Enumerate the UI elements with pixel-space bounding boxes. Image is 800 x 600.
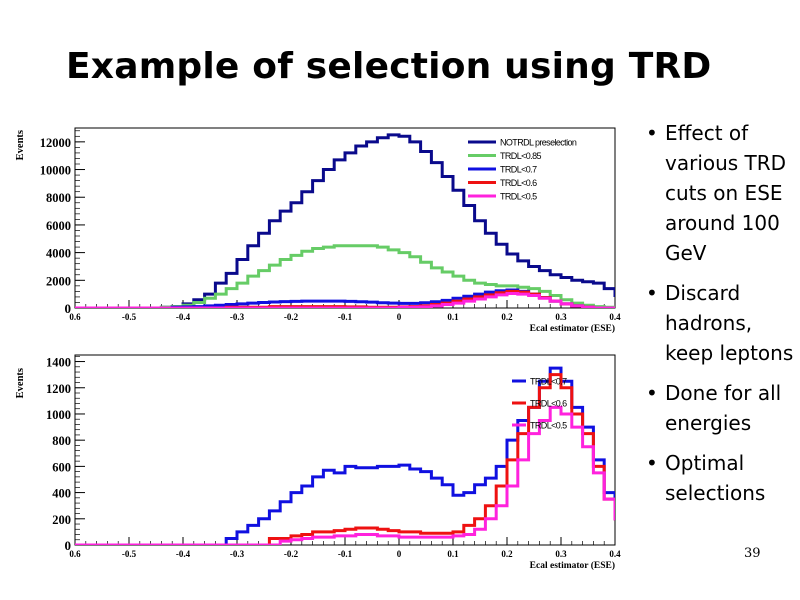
bullet-item: Done for all energies bbox=[640, 378, 796, 438]
x-tick-label: -0.3 bbox=[230, 312, 245, 322]
series-line bbox=[75, 244, 615, 308]
bullet-item: Optimal selections bbox=[640, 448, 796, 508]
y-tick-label: 400 bbox=[52, 487, 71, 501]
series-line bbox=[75, 291, 615, 308]
x-tick-label: 0.3 bbox=[555, 312, 567, 322]
y-tick-label: 0 bbox=[65, 538, 72, 553]
y-tick-label: 10000 bbox=[40, 164, 71, 178]
bullet-item: Effect of various TRD cuts on ESE around… bbox=[640, 118, 796, 268]
y-axis-label: Events bbox=[15, 130, 26, 160]
y-tick-label: 600 bbox=[52, 460, 71, 474]
y-tick-label: 12000 bbox=[40, 136, 71, 150]
x-tick-label: -0.4 bbox=[176, 312, 191, 322]
bullet-list: Effect of various TRD cuts on ESE around… bbox=[640, 118, 796, 518]
legend-label: TRDL<0.85 bbox=[500, 151, 541, 161]
x-tick-label: 0.1 bbox=[447, 312, 459, 322]
legend-label: TRDL<0.7 bbox=[500, 165, 537, 175]
x-tick-label: -0.1 bbox=[338, 312, 353, 322]
legend-label: TRDL<0.5 bbox=[500, 192, 537, 202]
legend-label: TRDL<0.6 bbox=[530, 399, 567, 409]
x-tick-label: -0.2 bbox=[284, 312, 299, 322]
x-tick-label: 0.3 bbox=[555, 549, 567, 559]
x-axis-label: Ecal estimator (ESE) bbox=[530, 323, 615, 334]
x-tick-label: -0.5 bbox=[122, 549, 137, 559]
y-tick-label: 4000 bbox=[46, 247, 71, 261]
y-tick-label: 1400 bbox=[46, 356, 71, 370]
y-tick-label: 0 bbox=[65, 301, 72, 316]
x-tick-label: 0.2 bbox=[501, 312, 513, 322]
legend-label: NOTRDL preselection bbox=[500, 138, 577, 148]
x-tick-label: -0.3 bbox=[230, 549, 245, 559]
legend-label: TRDL<0.7 bbox=[530, 377, 567, 387]
series-line bbox=[75, 373, 615, 545]
y-tick-label: 200 bbox=[52, 513, 71, 527]
legend-label: TRDL<0.5 bbox=[530, 421, 567, 431]
y-tick-label: 800 bbox=[52, 434, 71, 448]
x-tick-label: 0.4 bbox=[609, 549, 621, 559]
x-tick-label: 0.2 bbox=[501, 549, 513, 559]
y-tick-label: 2000 bbox=[46, 274, 71, 288]
y-tick-label: 6000 bbox=[46, 219, 71, 233]
y-tick-label: 1200 bbox=[46, 382, 71, 396]
series-line bbox=[75, 366, 615, 545]
x-tick-label: -0.1 bbox=[338, 549, 353, 559]
slide-title: Example of selection using TRD bbox=[66, 46, 712, 87]
x-tick-label: -0.2 bbox=[284, 549, 299, 559]
page-number: 39 bbox=[744, 546, 761, 561]
chart-bottom: 0.6 -0.5 -0.4 -0.3 -0.2 -0.1 0 0.1 0.2 0.3 0.4 0 200… bbox=[15, 354, 621, 571]
x-tick-label: 0.6 bbox=[69, 312, 81, 322]
x-tick-label: -0.4 bbox=[176, 549, 191, 559]
series-line bbox=[75, 133, 615, 308]
x-tick-label: 0.4 bbox=[609, 312, 621, 322]
chart-top: 0.6 -0.5 -0.4 -0.3 -0.2 -0.1 0 0.1 0.2 0.3 0.4 0 200… bbox=[15, 127, 621, 334]
x-tick-label: 0.6 bbox=[69, 549, 81, 559]
x-tick-label: -0.5 bbox=[122, 312, 137, 322]
x-axis-label: Ecal estimator (ESE) bbox=[530, 560, 615, 571]
series-line bbox=[75, 405, 615, 545]
x-tick-label: 0 bbox=[397, 549, 402, 559]
x-tick-label: 0 bbox=[397, 312, 402, 322]
x-tick-label: 0.1 bbox=[447, 549, 459, 559]
y-tick-label: 1000 bbox=[46, 408, 71, 422]
bullet-item: Discard hadrons, keep leptons bbox=[640, 278, 796, 368]
legend-label: TRDL<0.6 bbox=[500, 178, 537, 188]
y-axis-label: Events bbox=[15, 368, 26, 398]
y-tick-label: 8000 bbox=[46, 191, 71, 205]
